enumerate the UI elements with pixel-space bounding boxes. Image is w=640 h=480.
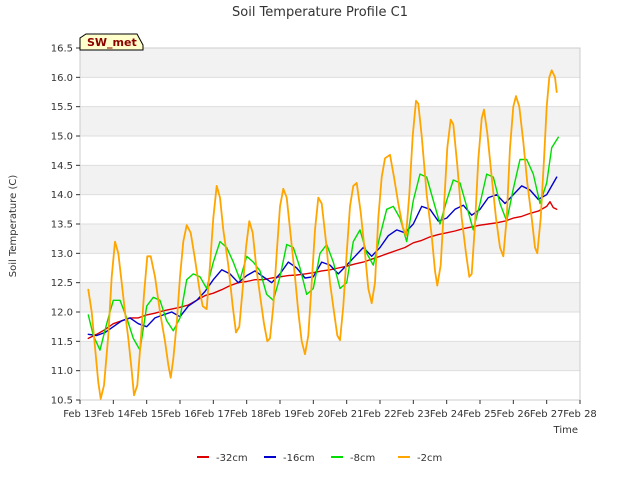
- series-line-minus-16cm: [87, 176, 558, 337]
- background-band: [80, 312, 580, 342]
- legend-label-minus-32cm: -32cm: [216, 453, 248, 464]
- x-tick-label: Feb 15: [130, 409, 164, 420]
- y-tick-label: 11.5: [51, 337, 73, 348]
- legend-label-minus-2cm: -2cm: [417, 453, 442, 464]
- x-tick-label: Feb 14: [97, 409, 131, 420]
- x-tick-label: Feb 13: [63, 409, 97, 420]
- background-band: [80, 370, 580, 400]
- x-tick-label: Feb 20: [297, 409, 331, 420]
- y-tick-label: 10.5: [51, 396, 73, 407]
- x-tick-label: Feb 27: [530, 409, 564, 420]
- legend-label-minus-8cm: -8cm: [350, 453, 375, 464]
- background-band: [80, 194, 580, 224]
- badge-label: SW_met: [87, 36, 137, 49]
- background-band: [80, 165, 580, 195]
- x-tick-label: Feb 24: [430, 409, 464, 420]
- series-lines: [87, 69, 559, 400]
- y-tick-label: 15.5: [51, 102, 73, 113]
- series-line-minus-32cm: [87, 201, 558, 340]
- series-line-minus-2cm: [87, 69, 558, 400]
- y-tick-label: 15.0: [51, 132, 73, 143]
- x-tick-label: Feb 25: [463, 409, 497, 420]
- x-tick-label: Feb 19: [263, 409, 297, 420]
- x-tick-label: Feb 22: [363, 409, 397, 420]
- background-band: [80, 106, 580, 136]
- x-axis-ticks: Feb 13 Feb 14 Feb 15 Feb 16 Feb 17 Feb 18 Feb …: [63, 400, 597, 420]
- x-tick-label: Feb 18: [230, 409, 264, 420]
- y-tick-label: 11.0: [51, 366, 73, 377]
- chart-title: Soil Temperature Profile C1: [232, 5, 408, 20]
- y-tick-label: 16.5: [51, 44, 73, 55]
- series-line-minus-8cm: [87, 136, 559, 351]
- x-tick-label: Feb 26: [497, 409, 531, 420]
- x-tick-label: Feb 28: [563, 409, 597, 420]
- y-tick-label: 13.0: [51, 249, 73, 260]
- y-tick-label: 16.0: [51, 73, 73, 84]
- y-tick-label: 14.5: [51, 161, 73, 172]
- background-band: [80, 341, 580, 371]
- x-tick-label: Feb 23: [397, 409, 431, 420]
- legend-label-minus-16cm: -16cm: [283, 453, 315, 464]
- background-band: [80, 48, 580, 78]
- y-tick-label: 14.0: [51, 190, 73, 201]
- x-tick-label: Feb 17: [197, 409, 231, 420]
- x-axis-label: Time: [553, 425, 578, 436]
- y-axis-ticks: 10.5 11.0 11.5 12.0 12.5 13.0 13.5 14.0 14.5 15.0…: [51, 44, 80, 407]
- badge-shape: [79, 33, 144, 51]
- background-band: [80, 77, 580, 107]
- y-tick-label: 12.5: [51, 278, 73, 289]
- x-tick-label: Feb 16: [163, 409, 197, 420]
- x-tick-label: Feb 21: [330, 409, 364, 420]
- y-tick-label: 13.5: [51, 220, 73, 231]
- y-tick-label: 12.0: [51, 308, 73, 319]
- background-band: [80, 136, 580, 166]
- legend: -32cm -16cm -8cm -2cm: [197, 453, 442, 464]
- sw-met-badge: SW_met: [79, 33, 144, 51]
- y-axis-label: Soil Temperature (C): [8, 175, 19, 278]
